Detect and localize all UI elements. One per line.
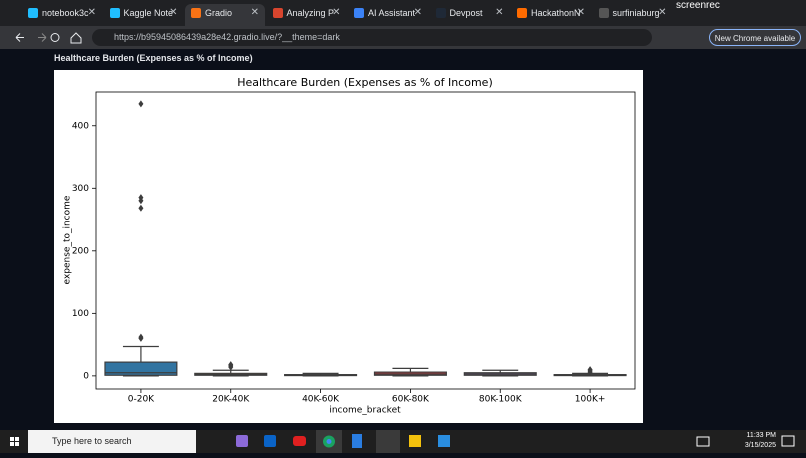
update-button[interactable]: New Chrome available [709,29,801,46]
tab-icon [272,8,283,18]
y-tick-label: 300 [72,184,89,194]
tab-close[interactable]: ✕ [576,7,585,18]
taskbar [0,430,806,453]
address-bar[interactable]: https://b95945086439a28e42.gradio.live/?… [92,29,652,46]
taskbar-icons [10,430,795,453]
browser-tab[interactable]: Kaggle Note ✕ [104,4,184,26]
browser-tab[interactable]: Gradio ✕ [185,4,265,26]
plot-frame [95,91,636,390]
outlier [138,333,144,341]
tab-close[interactable]: ✕ [658,7,667,18]
x-tick-label: 0-20K [128,395,155,405]
tab-icon [28,8,38,18]
tab-close[interactable]: ✕ [495,7,504,18]
browser-tab[interactable]: Analyzing P ✕ [267,4,347,26]
clock-time: 11:33 PM [746,432,776,439]
browser-tab[interactable]: notebook3c ✕ [22,4,102,26]
tab-icon [354,8,364,18]
x-tick-label: 80K-100K [479,395,523,405]
tab-title: Devpost [449,8,483,18]
outlier [228,361,234,369]
chart-title: Healthcare Burden (Expenses as % of Inco… [237,76,493,89]
outlier [138,100,144,108]
outlier [138,204,144,212]
x-tick-label: 60K-80K [392,395,430,405]
browser-tab[interactable]: HackathonN ✕ [511,4,591,26]
tab-close[interactable]: ✕ [332,7,341,18]
y-tick-label: 400 [72,121,89,131]
browser-tab[interactable]: Devpost ✕ [430,4,510,26]
x-tick-label: 100K+ [575,395,606,405]
clock-date: 3/15/2025 [744,442,776,449]
x-tick-label: 20K-40K [212,395,250,405]
search-box[interactable]: Type here to search [28,430,196,453]
tab-close[interactable]: ✕ [250,7,259,18]
tab-title: HackathonN [531,8,581,18]
tab-title: AI Assistant [368,8,416,18]
box [104,361,178,376]
chart: Healthcare Burden (Expenses as % of Inco… [54,70,643,423]
y-tick-label: 100 [72,309,89,319]
outlier [587,366,593,374]
browser-tab[interactable]: AI Assistant ✕ [348,4,428,26]
x-tick-label: 40K-60K [302,395,340,405]
plot-label: Healthcare Burden (Expenses as % of Inco… [54,53,253,63]
tab-title: surfiniaburg [612,8,660,18]
tab-title: Analyzing P [286,8,335,18]
outlier [138,194,144,202]
tab-icon [517,8,527,18]
tab-title: notebook3c [42,8,89,18]
nav-buttons[interactable] [0,26,90,49]
tab-icon [109,8,120,18]
tab-icon [435,8,446,18]
tab-title: Gradio [205,8,233,18]
recorder-badge: screenrec [676,0,720,11]
tab-bar: notebook3c ✕ Kaggle Note ✕ Gradio ✕ Analyzing … [0,0,806,26]
tab-close[interactable]: ✕ [413,7,422,18]
y-tick-label: 200 [72,246,89,256]
y-tick-label: 0 [83,371,89,381]
tab-icon [598,8,609,18]
tab-close[interactable]: ✕ [87,7,96,18]
tab-close[interactable]: ✕ [169,7,178,18]
y-axis-label: expense_to_income [63,195,73,284]
tab-title: Kaggle Note [123,8,174,18]
x-axis-label: income_bracket [329,406,401,416]
browser-tab[interactable]: surfiniaburg ✕ [593,4,673,26]
tab-icon [191,8,201,18]
